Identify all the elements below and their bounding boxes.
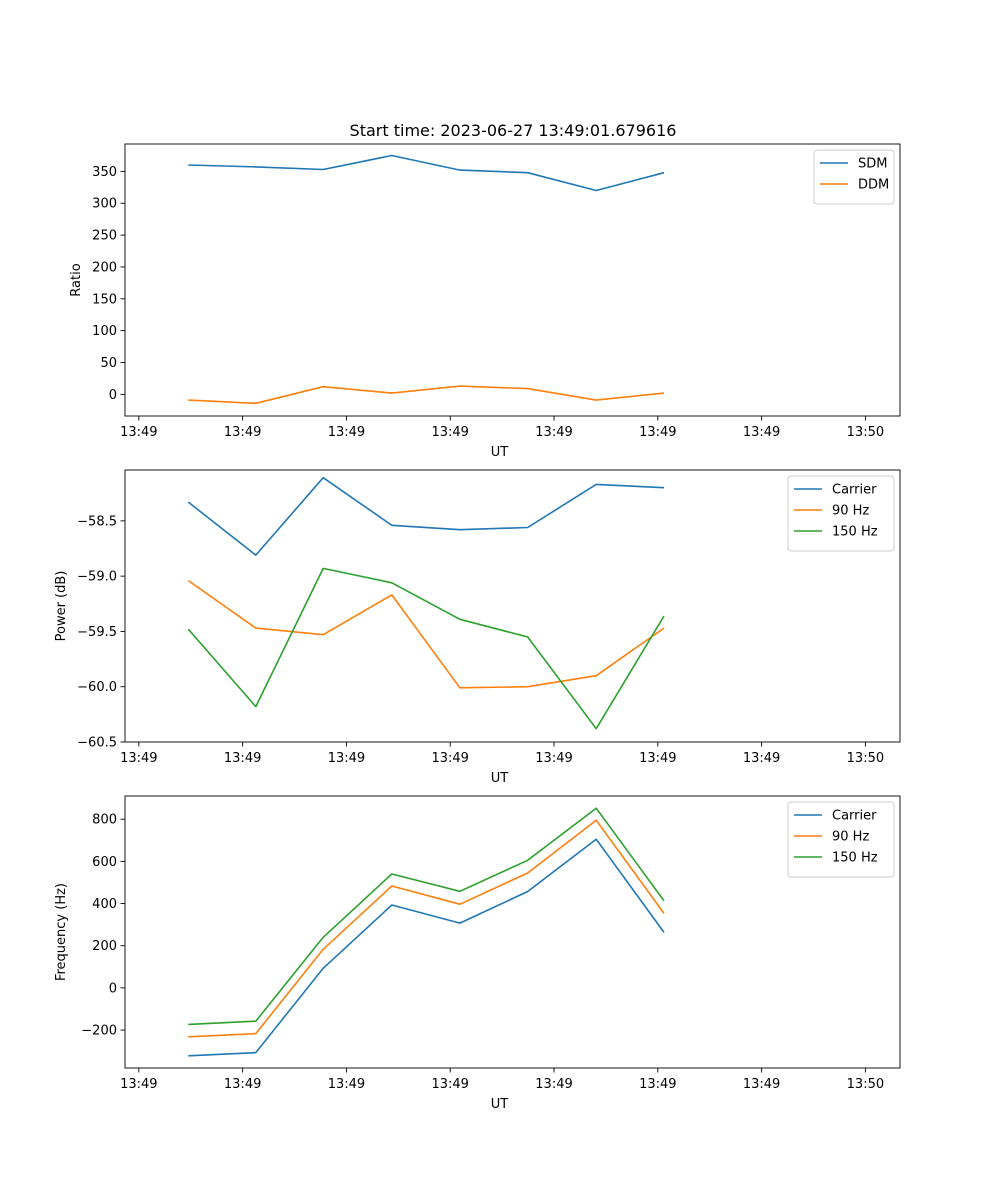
series-line-carrier bbox=[188, 838, 665, 1057]
y-tick-label: 150 bbox=[92, 292, 117, 307]
y-tick-label: 0 bbox=[109, 388, 117, 403]
x-tick-label: 13:49 bbox=[431, 1077, 468, 1092]
x-tick-label: 13:49 bbox=[743, 1077, 780, 1092]
series-line-ddm bbox=[188, 385, 665, 405]
y-axis-label: Ratio bbox=[69, 263, 84, 296]
y-tick-label: −59.0 bbox=[77, 570, 117, 585]
legend: Carrier 90 Hz 150 Hz bbox=[787, 801, 895, 878]
y-tick-label: 0 bbox=[109, 981, 117, 996]
legend: Carrier 90 Hz 150 Hz bbox=[787, 475, 895, 552]
figure-title: Start time: 2023-06-27 13:49:01.679616 bbox=[350, 121, 677, 140]
series-line-90-hz bbox=[188, 819, 665, 1038]
legend-box bbox=[787, 475, 895, 552]
x-tick-label: 13:49 bbox=[535, 1077, 572, 1092]
y-axis-label: Frequency (Hz) bbox=[54, 883, 69, 981]
x-tick-label: 13:49 bbox=[639, 751, 676, 766]
legend-entry: SDM bbox=[858, 157, 887, 172]
y-tick-label: 350 bbox=[92, 165, 117, 180]
legend-entry: Carrier bbox=[832, 809, 877, 824]
series-line-sdm bbox=[188, 154, 665, 192]
x-tick-label: 13:49 bbox=[328, 1077, 365, 1092]
x-tick-label: 13:49 bbox=[224, 751, 261, 766]
y-tick-label: 200 bbox=[92, 939, 117, 954]
x-tick-label: 13:49 bbox=[120, 751, 157, 766]
legend-entry: 150 Hz bbox=[832, 525, 878, 540]
y-tick-label: 50 bbox=[100, 356, 117, 371]
axes-frame bbox=[124, 795, 901, 1069]
legend: SDM DDM bbox=[813, 149, 895, 205]
y-tick-label: 400 bbox=[92, 897, 117, 912]
series-line-150-hz bbox=[188, 807, 665, 1026]
chart-panel-3: 13:49 13:49 13:49 13:49 13:49 13:49 13:49 13:50… bbox=[54, 795, 901, 1112]
x-tick-label: 13:49 bbox=[120, 1077, 157, 1092]
x-tick-label: 13:50 bbox=[847, 1077, 884, 1092]
x-tick-label: 13:49 bbox=[328, 751, 365, 766]
x-axis-label: UT bbox=[491, 445, 509, 460]
y-tick-label: −58.5 bbox=[77, 514, 117, 529]
x-tick-label: 13:49 bbox=[224, 1077, 261, 1092]
x-tick-label: 13:49 bbox=[639, 425, 676, 440]
legend-entry: DDM bbox=[858, 178, 889, 193]
y-tick-label: −200 bbox=[81, 1024, 117, 1039]
chart-panel-1: 13:49 13:49 13:49 13:49 13:49 13:49 13:49 13:50… bbox=[69, 143, 901, 460]
series-line-90-hz bbox=[187, 579, 665, 689]
x-tick-label: 13:49 bbox=[224, 425, 261, 440]
x-axis-label: UT bbox=[491, 1097, 509, 1112]
legend-entry: 90 Hz bbox=[832, 504, 869, 519]
y-tick-label: 800 bbox=[92, 813, 117, 828]
legend-entry: 150 Hz bbox=[832, 851, 878, 866]
y-tick-label: −59.5 bbox=[77, 625, 117, 640]
legend-entry: 90 Hz bbox=[832, 830, 869, 845]
series-line-150-hz bbox=[187, 567, 665, 730]
y-tick-label: 600 bbox=[92, 855, 117, 870]
x-tick-label: 13:49 bbox=[535, 425, 572, 440]
y-axis-label: Power (dB) bbox=[54, 571, 69, 642]
x-tick-label: 13:49 bbox=[120, 425, 157, 440]
x-tick-label: 13:49 bbox=[328, 425, 365, 440]
y-tick-label: 250 bbox=[92, 229, 117, 244]
series-line-carrier bbox=[187, 476, 665, 556]
x-tick-label: 13:50 bbox=[847, 425, 884, 440]
y-tick-label: 200 bbox=[92, 260, 117, 275]
x-tick-label: 13:49 bbox=[535, 751, 572, 766]
chart-panel-2: 13:49 13:49 13:49 13:49 13:49 13:49 13:49 13:50… bbox=[54, 469, 901, 786]
x-tick-label: 13:49 bbox=[743, 425, 780, 440]
x-tick-label: 13:49 bbox=[431, 425, 468, 440]
y-tick-label: −60.5 bbox=[77, 736, 117, 751]
y-tick-label: −60.0 bbox=[77, 680, 117, 695]
x-tick-label: 13:50 bbox=[847, 751, 884, 766]
axes-frame bbox=[124, 143, 901, 417]
x-tick-label: 13:49 bbox=[431, 751, 468, 766]
x-axis-label: UT bbox=[491, 771, 509, 786]
axes-frame bbox=[124, 469, 901, 743]
y-tick-label: 300 bbox=[92, 197, 117, 212]
y-tick-label: 100 bbox=[92, 324, 117, 339]
x-tick-label: 13:49 bbox=[639, 1077, 676, 1092]
legend-box bbox=[787, 801, 895, 878]
x-tick-label: 13:49 bbox=[743, 751, 780, 766]
legend-entry: Carrier bbox=[832, 483, 877, 498]
